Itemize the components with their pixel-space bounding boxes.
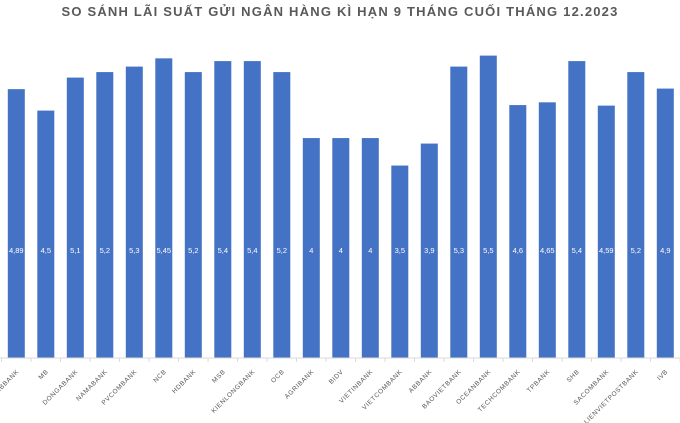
x-tick-label-6: HDBANK [171, 368, 198, 395]
data-label-14: 3,9 [424, 246, 434, 255]
x-tick-label-5: NCB [152, 368, 168, 384]
data-label-6: 5,2 [188, 246, 198, 255]
data-label-2: 5,1 [70, 246, 80, 255]
x-tick-label-10: AGRIBANK [284, 368, 316, 400]
data-label-20: 4,59 [599, 246, 614, 255]
x-tick-label-9: OCB [270, 368, 286, 384]
data-label-7: 5,4 [218, 246, 228, 255]
x-tick-label-11: BIDV [328, 368, 345, 385]
bar-11 [332, 138, 350, 358]
x-tick-label-0: ABBANK [0, 368, 21, 394]
chart-title: SO SÁNH LÃI SUẤT GỬI NGÂN HÀNG KÌ HẠN 9 … [61, 4, 619, 19]
x-tick-label-1: MB [38, 368, 51, 381]
data-label-17: 4,6 [513, 246, 523, 255]
bar-4 [125, 66, 143, 358]
data-label-5: 5,45 [156, 246, 171, 255]
bar-6 [184, 72, 202, 358]
bar-13 [391, 165, 409, 358]
bar-22 [656, 88, 674, 358]
bar-3 [96, 72, 114, 358]
bar-10 [302, 138, 320, 358]
data-label-15: 5,3 [454, 246, 464, 255]
x-tick-label-19: SHB [566, 368, 582, 384]
x-tick-label-22: IVB [656, 368, 670, 382]
bar-14 [420, 143, 438, 358]
bar-19 [568, 61, 586, 358]
data-label-3: 5,2 [100, 246, 110, 255]
data-label-22: 4,9 [660, 246, 670, 255]
bar-15 [450, 66, 468, 358]
bar-2 [66, 77, 84, 358]
x-tick-label-18: TPBANK [526, 368, 552, 394]
data-label-21: 5,2 [631, 246, 641, 255]
bar-17 [509, 105, 527, 358]
bar-12 [361, 138, 379, 358]
data-label-8: 5,4 [247, 246, 257, 255]
bar-0 [7, 89, 25, 358]
bar-8 [243, 61, 261, 358]
data-label-0: 4,89 [9, 246, 24, 255]
bar-16 [479, 55, 497, 358]
bar-5 [155, 58, 173, 358]
data-label-12: 4 [368, 246, 372, 255]
x-tick-label-21: LIENVIETPOSTBANK [583, 368, 640, 423]
data-label-16: 5,5 [483, 246, 493, 255]
data-label-11: 4 [339, 246, 343, 255]
x-tick-label-7: MSB [211, 368, 227, 384]
bar-7 [214, 61, 232, 358]
data-label-9: 5,2 [277, 246, 287, 255]
data-label-10: 4 [309, 246, 313, 255]
bar-1 [37, 110, 55, 358]
bar-18 [538, 102, 556, 358]
bar-9 [273, 72, 291, 358]
data-label-18: 4,65 [540, 246, 555, 255]
data-label-1: 4,5 [41, 246, 51, 255]
data-label-4: 5,3 [129, 246, 139, 255]
data-label-13: 3,5 [395, 246, 405, 255]
x-tick-label-14: ABBANK [408, 368, 434, 394]
bar-21 [627, 72, 645, 358]
data-label-19: 5,4 [572, 246, 582, 255]
bar-20 [597, 105, 615, 358]
